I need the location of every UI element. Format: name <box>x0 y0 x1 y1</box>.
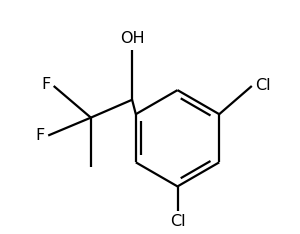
Text: OH: OH <box>120 31 144 46</box>
Text: F: F <box>36 128 45 143</box>
Text: Cl: Cl <box>255 78 271 94</box>
Text: F: F <box>41 77 50 92</box>
Text: Cl: Cl <box>170 215 185 230</box>
